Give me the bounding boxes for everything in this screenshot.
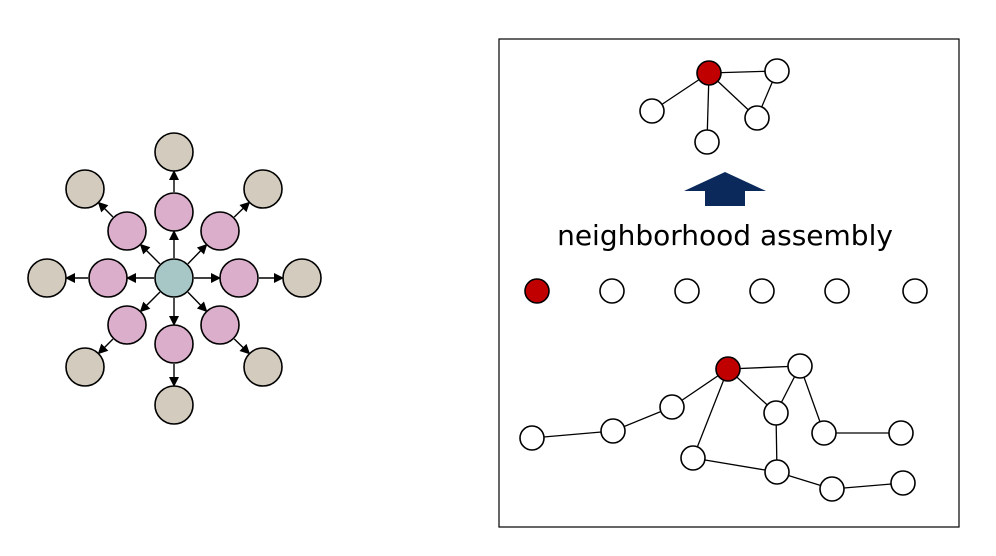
bottom-graph-node: [890, 470, 916, 496]
bottom-graph-node: [787, 353, 813, 379]
inner-node-s: [154, 324, 194, 364]
arrow-inner-to-outer-se: [233, 338, 251, 355]
row-highlighted-node: [524, 278, 550, 304]
outer-node-s: [154, 385, 194, 425]
top-graph-node: [744, 105, 770, 131]
inner-node-sw: [107, 305, 147, 345]
arrow-inner-to-outer-sw: [97, 338, 114, 355]
bottom-graph-node: [888, 420, 914, 446]
top-graph-node: [764, 58, 790, 84]
bottom-graph-node: [680, 445, 706, 471]
top-graph-node: [639, 98, 665, 124]
inner-node-e: [219, 258, 259, 298]
inner-node-w: [88, 258, 128, 298]
bottom-graph-node: [763, 400, 789, 426]
inner-node-ne: [200, 211, 240, 251]
outer-node-se: [243, 347, 283, 387]
top-graph-node: [694, 129, 720, 155]
arrow-center-to-se: [187, 291, 208, 313]
bottom-graph-edge: [531, 430, 614, 439]
row-node: [674, 278, 700, 304]
neighborhood-assembly-label: neighborhood assembly: [557, 219, 893, 252]
arrow-center-to-ne: [187, 243, 208, 265]
bottom-graph-highlighted-node: [715, 356, 741, 382]
outer-node-nw: [65, 169, 105, 209]
radial-expansion-diagram: [27, 132, 322, 425]
outer-node-ne: [243, 169, 283, 209]
arrow-inner-to-outer-ne: [233, 201, 251, 218]
arrow-center-to-nw: [139, 243, 161, 265]
bottom-graph-node: [811, 420, 837, 446]
bottom-graph-edge: [692, 457, 778, 473]
panel-border: [498, 38, 960, 528]
assembly-arrow-icon: [684, 172, 766, 206]
input-graph: [519, 353, 916, 502]
bottom-graph-node: [764, 459, 790, 485]
outer-node-e: [282, 258, 322, 298]
inner-node-n: [154, 192, 194, 232]
bottom-graph-node: [519, 425, 545, 451]
top-graph-highlighted-node: [696, 60, 722, 86]
row-node: [749, 278, 775, 304]
arrow-inner-to-outer-nw: [97, 201, 114, 218]
bottom-graph-node: [600, 418, 626, 444]
arrow-center-to-sw: [139, 291, 161, 313]
inner-node-se: [200, 305, 240, 345]
bottom-graph-node: [659, 394, 685, 420]
row-node: [599, 278, 625, 304]
expansion-arrows: [65, 170, 284, 387]
center-node: [154, 258, 194, 298]
neighborhood-assembly-panel: neighborhood assembly: [498, 38, 960, 528]
candidate-node-row: [524, 278, 928, 304]
expansion-nodes: [27, 132, 322, 425]
row-node: [902, 278, 928, 304]
outer-node-w: [27, 258, 67, 298]
bottom-graph-edge: [692, 368, 729, 459]
outer-node-sw: [65, 347, 105, 387]
inner-node-nw: [107, 211, 147, 251]
outer-node-n: [154, 132, 194, 172]
assembled-neighborhood-graph: [639, 58, 790, 155]
row-node: [824, 278, 850, 304]
bottom-graph-node: [819, 476, 845, 502]
